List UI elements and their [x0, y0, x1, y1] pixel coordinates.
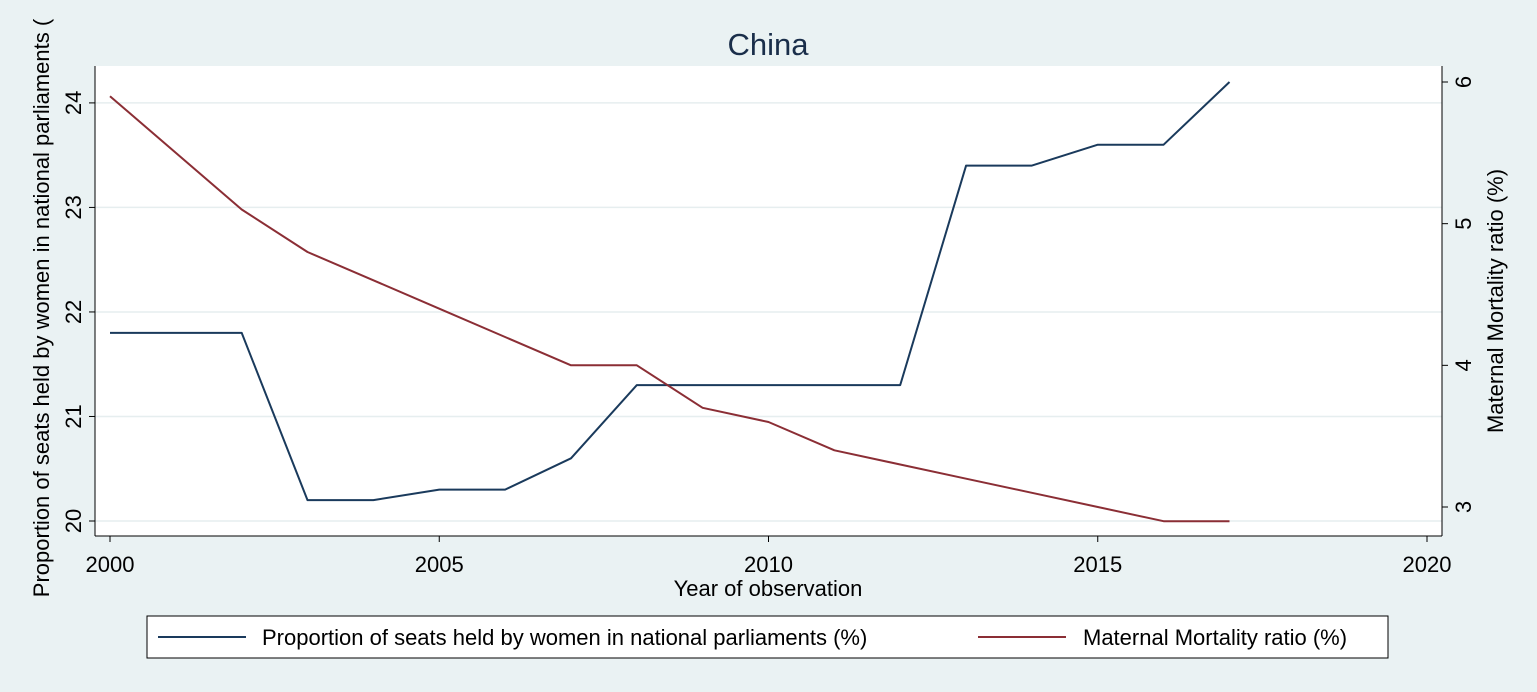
y-left-tick-label: 24: [61, 91, 86, 115]
legend-box: [146, 615, 1389, 659]
x-tick-label: 2005: [415, 552, 464, 577]
legend: Proportion of seats held by women in nat…: [146, 615, 1389, 659]
left-y-axis-title: Proportion of seats held by women in nat…: [29, 18, 54, 597]
x-tick-label: 2010: [744, 552, 793, 577]
series-line-maternal-mortality: [109, 95, 1230, 523]
series-line-parliament: [110, 81, 1231, 502]
y-left-tick-label: 23: [61, 195, 86, 219]
y-right-tick-label: 4: [1451, 359, 1476, 371]
y-left-tick-label: 22: [61, 300, 86, 324]
y-right-tick-label: 6: [1451, 76, 1476, 88]
chart-title: China: [728, 27, 810, 62]
y-right-tick-label: 5: [1451, 218, 1476, 230]
y-left-tick-label: 20: [61, 509, 86, 533]
legend-label-parliament: Proportion of seats held by women in nat…: [262, 625, 867, 650]
legend-label-maternal-mortality: Maternal Mortality ratio (%): [1083, 625, 1347, 650]
series-layer: [109, 81, 1231, 523]
y-right-tick-label: 3: [1451, 501, 1476, 513]
plot-area: [95, 66, 1442, 536]
x-tick-label: 2015: [1073, 552, 1122, 577]
y-left-tick-label: 21: [61, 404, 86, 428]
x-tick-label: 2020: [1403, 552, 1452, 577]
axis-ticks: 20 21 22 23 24 3 4 5 6 2000 2005 2010 2015 2020: [61, 76, 1476, 577]
right-y-axis-title: Maternal Mortality ratio (%): [1483, 169, 1508, 433]
x-axis-title: Year of observation: [674, 576, 863, 601]
x-tick-label: 2000: [86, 552, 135, 577]
